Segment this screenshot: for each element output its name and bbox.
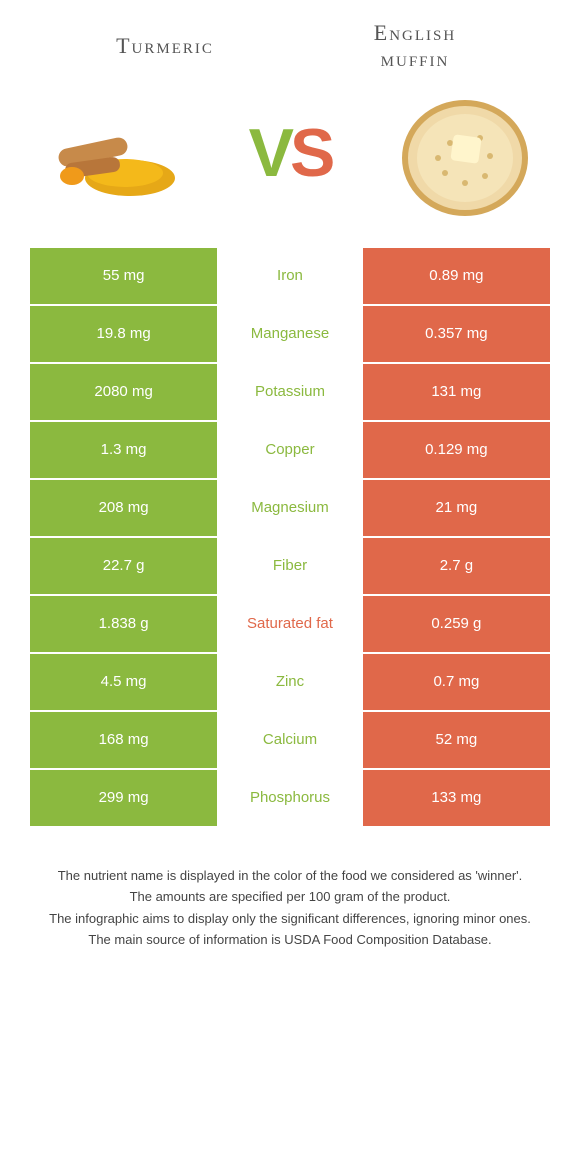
left-value: 299 mg <box>30 770 217 826</box>
right-value: 0.357 mg <box>363 306 550 362</box>
left-value: 1.3 mg <box>30 422 217 478</box>
table-row: 4.5 mgZinc0.7 mg <box>30 654 550 710</box>
vs-label: VS <box>249 114 332 192</box>
table-row: 22.7 gFiber2.7 g <box>30 538 550 594</box>
left-value: 2080 mg <box>30 364 217 420</box>
table-row: 299 mgPhosphorus133 mg <box>30 770 550 826</box>
footer-line-4: The main source of information is USDA F… <box>40 930 540 950</box>
table-row: 19.8 mgManganese0.357 mg <box>30 306 550 362</box>
left-value: 55 mg <box>30 248 217 304</box>
table-row: 1.3 mgCopper0.129 mg <box>30 422 550 478</box>
vs-v: V <box>249 115 290 191</box>
right-value: 0.89 mg <box>363 248 550 304</box>
hero-row: VS <box>30 88 550 218</box>
table-row: 1.838 gSaturated fat0.259 g <box>30 596 550 652</box>
right-value: 52 mg <box>363 712 550 768</box>
right-value: 133 mg <box>363 770 550 826</box>
nutrient-label: Calcium <box>217 712 363 768</box>
table-row: 168 mgCalcium52 mg <box>30 712 550 768</box>
table-row: 208 mgMagnesium21 mg <box>30 480 550 536</box>
nutrient-label: Iron <box>217 248 363 304</box>
title-row: Turmeric English muffin <box>30 20 550 73</box>
title-right-line2: muffin <box>290 46 540 72</box>
nutrient-label: Manganese <box>217 306 363 362</box>
table-row: 55 mgIron0.89 mg <box>30 248 550 304</box>
left-value: 1.838 g <box>30 596 217 652</box>
title-right: English muffin <box>290 20 540 73</box>
footer-notes: The nutrient name is displayed in the co… <box>30 866 550 950</box>
nutrient-label: Copper <box>217 422 363 478</box>
right-value: 2.7 g <box>363 538 550 594</box>
nutrient-label: Phosphorus <box>217 770 363 826</box>
right-value: 0.129 mg <box>363 422 550 478</box>
table-row: 2080 mgPotassium131 mg <box>30 364 550 420</box>
nutrient-label: Magnesium <box>217 480 363 536</box>
left-value: 19.8 mg <box>30 306 217 362</box>
footer-line-1: The nutrient name is displayed in the co… <box>40 866 540 886</box>
nutrient-label: Potassium <box>217 364 363 420</box>
nutrient-label: Zinc <box>217 654 363 710</box>
vs-s: S <box>290 115 331 191</box>
right-value: 0.7 mg <box>363 654 550 710</box>
footer-line-2: The amounts are specified per 100 gram o… <box>40 887 540 907</box>
nutrient-label: Saturated fat <box>217 596 363 652</box>
footer-line-3: The infographic aims to display only the… <box>40 909 540 929</box>
title-left: Turmeric <box>40 33 290 59</box>
title-right-line1: English <box>290 20 540 46</box>
right-value: 131 mg <box>363 364 550 420</box>
nutrient-label: Fiber <box>217 538 363 594</box>
right-value: 0.259 g <box>363 596 550 652</box>
english-muffin-image <box>390 88 540 218</box>
right-value: 21 mg <box>363 480 550 536</box>
left-value: 4.5 mg <box>30 654 217 710</box>
comparison-table: 55 mgIron0.89 mg19.8 mgManganese0.357 mg… <box>30 248 550 826</box>
infographic-container: Turmeric English muffin VS <box>0 0 580 972</box>
turmeric-image <box>40 88 190 218</box>
left-value: 22.7 g <box>30 538 217 594</box>
left-value: 168 mg <box>30 712 217 768</box>
left-value: 208 mg <box>30 480 217 536</box>
